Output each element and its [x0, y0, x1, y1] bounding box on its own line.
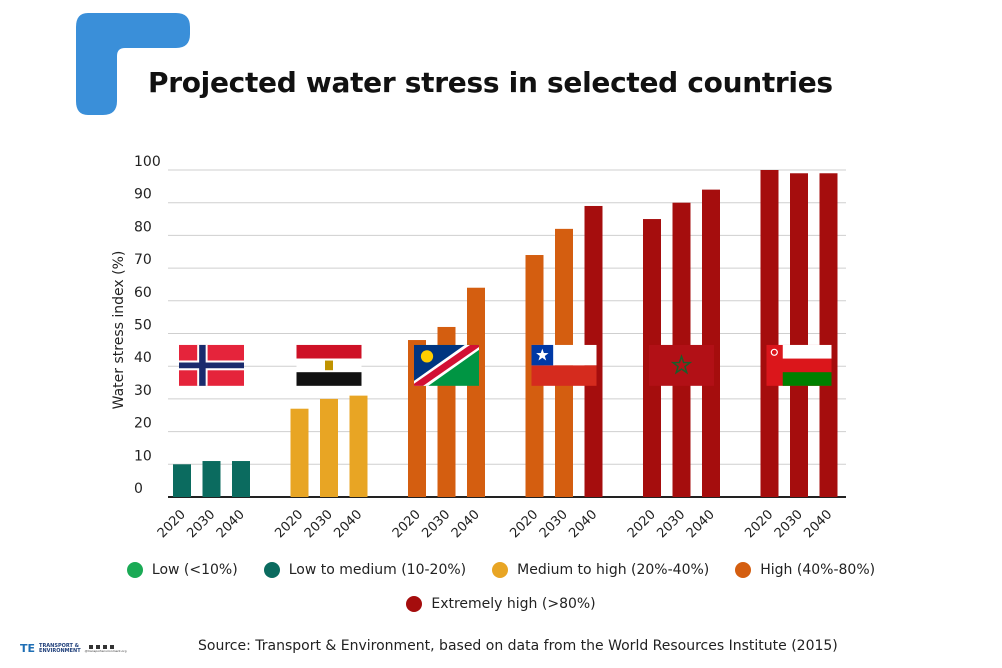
legend-swatch — [406, 596, 423, 612]
legend-row-1: Low (<10%) Low to medium (10-20%) Medium t… — [0, 562, 1002, 578]
bar — [202, 461, 221, 497]
y-tick-label: 30 — [134, 383, 152, 399]
page-title: Projected water stress in selected count… — [148, 66, 833, 99]
x-tick-label: 2030 — [184, 507, 218, 541]
legend-row-2: Extremely high (>80%) — [0, 596, 1002, 612]
y-tick-label: 10 — [134, 448, 152, 464]
x-tick-label: 2020 — [507, 507, 541, 541]
x-tick-label: 2030 — [419, 507, 453, 541]
corner-accent-shape — [76, 13, 190, 115]
chile-flag-icon — [531, 344, 597, 386]
bar — [790, 173, 808, 497]
legend-swatch — [492, 562, 509, 578]
morocco-flag-icon — [649, 344, 714, 386]
x-tick-label: 2030 — [537, 507, 571, 541]
x-tick-label: 2020 — [625, 507, 659, 541]
bar — [320, 398, 338, 497]
bar — [467, 287, 485, 497]
legend-swatch — [263, 562, 280, 578]
logo-line-1: TRANSPORT & — [39, 642, 79, 649]
y-axis-label: Water stress index (%) — [111, 251, 127, 410]
bar — [702, 189, 720, 497]
norway-flag-icon — [179, 344, 244, 386]
legend-item: Low to medium (10-20%) — [263, 562, 467, 578]
instagram-icon — [102, 644, 107, 649]
legend-item: Extremely high (>80%) — [406, 596, 596, 612]
egypt-flag-icon — [296, 344, 362, 386]
y-tick-label: 50 — [134, 318, 152, 334]
legend-label: Extremely high (>80%) — [431, 596, 596, 612]
legend-swatch — [126, 562, 143, 578]
namibia-flag-icon — [414, 344, 479, 386]
logo-handle: @transportenvironment.org — [84, 648, 127, 653]
x-tick-label: 2020 — [272, 507, 306, 541]
twitter-icon — [88, 644, 93, 649]
x-tick-label: 2040 — [449, 507, 483, 541]
bar — [232, 461, 250, 497]
x-tick-label: 2020 — [742, 507, 776, 541]
x-tick-label: 2030 — [772, 507, 806, 541]
x-tick-label: 2040 — [684, 507, 718, 541]
x-tick-label: 2040 — [331, 507, 365, 541]
source-note: Source: Transport & Environment, based o… — [198, 638, 838, 654]
x-tick-label: 2040 — [801, 507, 835, 541]
legend-item: Low (<10%) — [126, 562, 238, 578]
legend-swatch — [735, 562, 752, 578]
logo-line-2: ENVIRONMENT — [39, 647, 81, 654]
y-tick-label: 20 — [134, 416, 152, 432]
x-tick-label: 2020 — [155, 507, 189, 541]
x-tick-label: 2030 — [302, 507, 336, 541]
legend-item: Medium to high (20%-40%) — [492, 562, 709, 578]
bar — [760, 170, 779, 497]
legend-label: Medium to high (20%-40%) — [517, 562, 710, 578]
bar — [290, 408, 309, 497]
logo-mark: TE — [20, 642, 36, 655]
oman-flag-icon — [766, 344, 832, 386]
x-tick-label: 2040 — [566, 507, 600, 541]
legend-label: Low (<10%) — [151, 562, 238, 578]
x-tick-label: 2020 — [390, 507, 424, 541]
linkedin-icon — [109, 644, 114, 649]
te-logo: TE TRANSPORT & ENVIRONMENT @transportenvi… — [20, 642, 126, 655]
y-tick-label: 90 — [134, 187, 152, 203]
legend-label: High (40%-80%) — [760, 562, 876, 578]
y-tick-label: 40 — [134, 350, 152, 366]
facebook-icon — [95, 644, 100, 649]
x-tick-label: 2040 — [214, 507, 248, 541]
y-tick-label: 100 — [134, 154, 161, 170]
legend-item: High (40%-80%) — [735, 562, 875, 578]
legend-label: Low to medium (10-20%) — [288, 562, 467, 578]
y-tick-label: 0 — [134, 481, 143, 497]
x-tick-label: 2030 — [654, 507, 688, 541]
bar — [349, 395, 368, 497]
y-tick-label: 80 — [134, 219, 152, 235]
y-tick-label: 60 — [134, 285, 152, 301]
bar — [819, 173, 838, 497]
bar — [173, 464, 191, 497]
y-tick-label: 70 — [134, 252, 152, 268]
